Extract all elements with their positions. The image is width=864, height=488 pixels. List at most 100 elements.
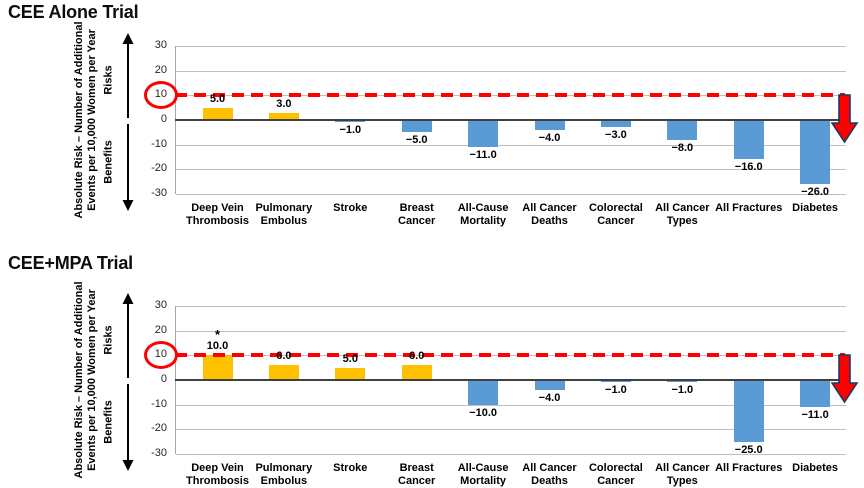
- category-label-all-cancer-types: All Cancer Types: [655, 462, 710, 487]
- category-label-colorectal-cancer: Colorectal Cancer: [588, 202, 643, 227]
- gridline--30: [176, 194, 846, 195]
- category-label-pulmonary-embolus: Pulmonary Embolus: [255, 462, 313, 487]
- tick-label-30: 30: [154, 299, 167, 311]
- tick-label--10: -10: [151, 137, 167, 150]
- bar-stroke: [335, 367, 366, 380]
- category-label-breast-cancer: Breast Cancer: [398, 462, 436, 487]
- chart-canvas-cee-mpa: 30 20 10 0 -10 -20 -30 10.0 Deep Vein Thrombosis…: [0, 244, 864, 488]
- gridline-30: [176, 306, 846, 307]
- bar-deep-vein-thrombosis: [202, 107, 233, 120]
- bar-pulmonary-embolus: [268, 112, 299, 120]
- bar-all-fractures: [733, 120, 764, 160]
- value-label-all-cause-mortality: −11.0: [469, 149, 497, 162]
- category-label-all-fractures: All Fractures: [715, 202, 783, 214]
- category-label-breast-cancer: Breast Cancer: [398, 202, 436, 227]
- tick-label-20: 20: [154, 323, 167, 336]
- category-label-colorectal-cancer: Colorectal Cancer: [588, 462, 643, 487]
- threshold-circle: [144, 81, 178, 110]
- tick-label--30: -30: [151, 187, 167, 199]
- down-arrow-icon: [831, 94, 859, 144]
- down-arrow-icon: [831, 354, 859, 404]
- tick-label--20: -20: [151, 422, 167, 435]
- threshold-dashed-line: [175, 353, 845, 358]
- value-label-all-cancer-types: −8.0: [671, 141, 694, 154]
- category-label-all-cause-mortality: All-Cause Mortality: [457, 202, 509, 227]
- value-label-colorectal-cancer: −1.0: [605, 384, 627, 397]
- bar-deep-vein-thrombosis: [202, 355, 233, 380]
- value-label-breast-cancer: 6.0: [409, 350, 425, 363]
- value-label-diabetes: −11.0: [801, 409, 829, 422]
- category-label-diabetes: Diabetes: [792, 202, 839, 214]
- bar-stroke: [335, 120, 366, 123]
- value-label-stroke: −1.0: [339, 124, 362, 137]
- chart-block-cee-alone: CEE Alone Trial 30 20 10 0 -10 -20 -30 5.0 Deep …: [8, 2, 859, 227]
- value-label-deep-vein-thrombosis: 5.0: [209, 92, 226, 105]
- gridline--10: [176, 404, 846, 406]
- bar-all-cancer-deaths: [534, 120, 565, 130]
- value-label-all-cancer-types: −1.0: [671, 384, 694, 397]
- gridline--10: [176, 144, 846, 146]
- gridline--20: [176, 169, 846, 171]
- gridline-20: [176, 70, 846, 72]
- bar-all-cause-mortality: [468, 120, 499, 148]
- gridline--20: [176, 429, 846, 431]
- bar-all-cancer-deaths: [534, 380, 565, 390]
- value-label-all-fractures: −25.0: [734, 443, 763, 456]
- y-axis-label: Absolute Risk – Number of Additional Eve…: [73, 21, 98, 219]
- category-label-pulmonary-embolus: Pulmonary Embolus: [255, 202, 313, 227]
- zero-line: [175, 379, 845, 381]
- value-label-all-cancer-deaths: −4.0: [538, 391, 561, 404]
- value-label-all-fractures: −16.0: [734, 161, 763, 174]
- category-label-all-cancer-types: All Cancer Types: [655, 202, 710, 227]
- zero-line: [175, 119, 845, 121]
- value-label-deep-vein-thrombosis: 10.0: [206, 340, 229, 353]
- bar-all-cause-mortality: [468, 380, 499, 405]
- bar-all-fractures: [733, 380, 764, 442]
- benefits-label: Benefits: [102, 140, 115, 184]
- tick-label-30: 30: [154, 39, 167, 51]
- category-label-deep-vein-thrombosis: Deep Vein Thrombosis: [186, 462, 249, 487]
- value-label-colorectal-cancer: −3.0: [605, 129, 627, 142]
- bar-colorectal-cancer: [600, 120, 631, 128]
- value-label-pulmonary-embolus: 3.0: [276, 97, 292, 110]
- risks-label: Risks: [102, 65, 115, 95]
- risks-benefits-arrows-icon: [122, 293, 134, 471]
- tick-label--10: -10: [151, 397, 167, 410]
- bar-diabetes: [800, 120, 831, 185]
- tick-label--20: -20: [151, 162, 167, 175]
- category-label-all-fractures: All Fractures: [715, 462, 783, 474]
- chart-title-cee-mpa: CEE+MPA Trial: [8, 253, 133, 273]
- gridline-20: [176, 330, 846, 332]
- tick-label-0: 0: [160, 373, 167, 385]
- category-label-diabetes: Diabetes: [792, 462, 839, 474]
- value-label-all-cause-mortality: −10.0: [469, 406, 498, 419]
- threshold-dashed-line: [175, 93, 845, 98]
- value-label-diabetes: −26.0: [801, 186, 830, 199]
- benefits-label: Benefits: [102, 400, 115, 444]
- gridline-30: [176, 46, 846, 47]
- bar-all-cancer-types: [667, 380, 698, 383]
- category-label-all-cancer-deaths: All Cancer Deaths: [522, 202, 577, 227]
- tick-label-0: 0: [160, 113, 167, 125]
- category-label-deep-vein-thrombosis: Deep Vein Thrombosis: [186, 202, 249, 227]
- category-label-all-cause-mortality: All-Cause Mortality: [457, 462, 509, 487]
- value-label-all-cancer-deaths: −4.0: [538, 131, 561, 144]
- y-axis-label: Absolute Risk – Number of Additional Eve…: [73, 281, 98, 479]
- bar-diabetes: [800, 380, 831, 408]
- risks-label: Risks: [102, 325, 115, 355]
- bar-colorectal-cancer: [600, 380, 631, 383]
- category-label-all-cancer-deaths: All Cancer Deaths: [522, 462, 577, 487]
- tick-label-20: 20: [154, 63, 167, 76]
- category-label-stroke: Stroke: [333, 462, 368, 474]
- bar-breast-cancer: [401, 120, 432, 133]
- tick-label--30: -30: [151, 447, 167, 459]
- asterisk-annotation: *: [214, 327, 221, 343]
- threshold-circle: [144, 341, 178, 370]
- value-label-pulmonary-embolus: 6.0: [276, 350, 292, 363]
- chart-title-cee-alone: CEE Alone Trial: [8, 2, 139, 22]
- bar-all-cancer-types: [667, 120, 698, 140]
- gridline--30: [176, 454, 846, 455]
- value-label-stroke: 5.0: [342, 352, 358, 365]
- bar-pulmonary-embolus: [268, 365, 299, 380]
